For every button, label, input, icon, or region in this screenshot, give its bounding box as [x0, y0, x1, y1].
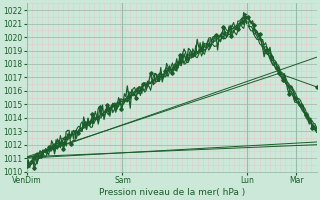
X-axis label: Pression niveau de la mer( hPa ): Pression niveau de la mer( hPa ) — [99, 188, 245, 197]
